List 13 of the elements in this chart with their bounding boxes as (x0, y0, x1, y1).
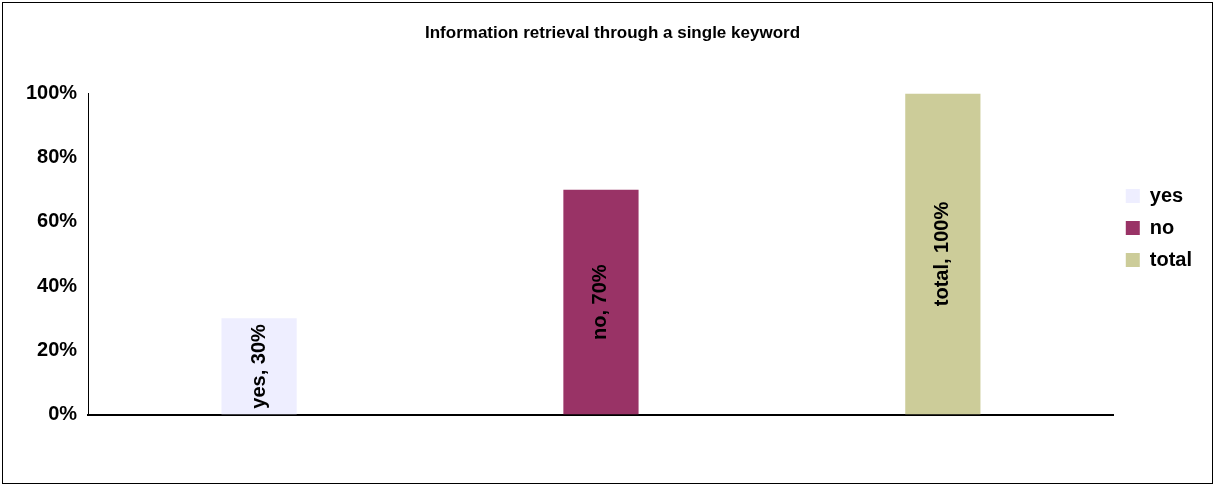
legend-label: no (1149, 215, 1175, 238)
y-tick-label: 60% (37, 209, 78, 232)
data-label: total, 100% (930, 201, 953, 307)
data-label: yes, 30% (246, 323, 269, 409)
y-tick-label: 100% (26, 80, 78, 103)
legend-label: yes (1149, 183, 1184, 206)
chart-title: Information retrieval through a single keyword (424, 22, 801, 42)
y-tick-label: 40% (37, 273, 78, 296)
legend-label: total (1149, 247, 1192, 270)
y-tick-label: 80% (37, 145, 78, 168)
y-tick-label: 20% (37, 337, 78, 360)
data-label: no, 70% (588, 264, 611, 340)
y-tick-label: 0% (48, 402, 78, 425)
